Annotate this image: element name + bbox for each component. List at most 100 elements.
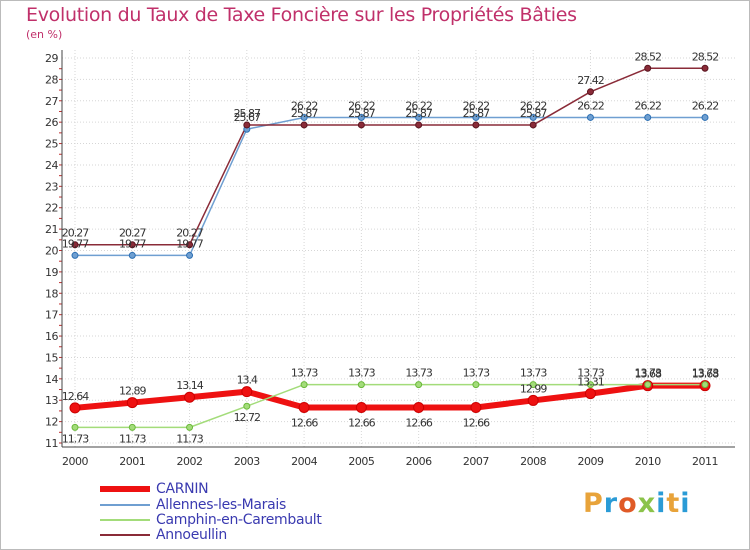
data-point <box>415 381 423 389</box>
data-point <box>413 401 425 413</box>
data-label: 12.89 <box>119 385 146 398</box>
data-point <box>186 251 194 259</box>
data-point <box>300 113 308 121</box>
data-label: 25.87 <box>348 107 375 120</box>
data-label: 26.22 <box>520 99 547 112</box>
data-label: 12.66 <box>348 416 375 429</box>
data-point <box>529 381 537 389</box>
data-point <box>69 402 81 414</box>
legend-label: Camphin-en-Carembault <box>156 512 322 528</box>
legend-label: Annoeullin <box>156 527 227 543</box>
data-point <box>300 381 308 389</box>
data-label: 13.31 <box>577 376 604 389</box>
data-point <box>586 113 594 121</box>
data-label: 13.68 <box>634 368 661 381</box>
y-tick-label: 11 <box>45 437 58 450</box>
y-tick-label: 24 <box>45 159 58 172</box>
legend-item: Camphin-en-Carembault <box>100 512 322 528</box>
data-label: 26.22 <box>348 99 375 112</box>
x-tick-label: 2008 <box>520 455 546 468</box>
y-tick-label: 27 <box>45 95 58 108</box>
data-label: 13.73 <box>577 367 604 380</box>
data-label: 25.87 <box>520 107 547 120</box>
legend-item: CARNIN <box>100 481 209 497</box>
data-point <box>586 381 594 389</box>
data-label: 12.72 <box>234 411 261 424</box>
x-tick-label: 2009 <box>577 455 603 468</box>
x-tick-label: 2002 <box>177 455 203 468</box>
data-point <box>357 381 365 389</box>
data-label: 20.27 <box>176 227 203 240</box>
data-label: 12.66 <box>405 416 432 429</box>
data-point <box>355 401 367 413</box>
legend-swatch <box>100 504 150 506</box>
x-tick-label: 2007 <box>463 455 489 468</box>
data-point <box>128 423 136 431</box>
data-point <box>472 113 480 121</box>
data-point <box>644 381 652 389</box>
data-label: 11.73 <box>62 432 89 445</box>
data-point <box>126 397 138 409</box>
data-label: 13.4 <box>237 374 258 387</box>
data-label: 28.52 <box>692 50 719 63</box>
data-label: 25.87 <box>405 107 432 120</box>
data-label: 26.22 <box>405 99 432 112</box>
data-point <box>701 64 709 72</box>
data-point <box>701 381 709 389</box>
data-label: 12.99 <box>520 382 547 395</box>
data-point <box>184 391 196 403</box>
legend-swatch <box>100 486 150 492</box>
y-tick-label: 16 <box>45 330 58 343</box>
data-label: 25.87 <box>291 107 318 120</box>
data-label: 12.66 <box>291 416 318 429</box>
data-label: 13.73 <box>463 367 490 380</box>
y-tick-label: 12 <box>45 416 58 429</box>
data-label: 20.27 <box>62 227 89 240</box>
chart-title: Evolution du Taux de Taxe Foncière sur l… <box>26 4 577 26</box>
data-point <box>529 113 537 121</box>
data-label: 25.87 <box>463 107 490 120</box>
data-point <box>415 121 423 129</box>
data-point <box>243 121 251 129</box>
x-tick-label: 2006 <box>406 455 432 468</box>
y-axis-unit: (en %) <box>26 28 63 41</box>
data-label: 20.27 <box>119 227 146 240</box>
legend-swatch <box>100 534 150 536</box>
data-point <box>128 241 136 249</box>
x-tick-label: 2011 <box>692 455 718 468</box>
data-point <box>529 121 537 129</box>
y-tick-label: 23 <box>45 180 58 193</box>
data-label: 11.73 <box>119 432 146 445</box>
series-line-allennes-les-marais <box>75 116 705 257</box>
data-label: 13.73 <box>348 367 375 380</box>
y-tick-label: 13 <box>45 394 58 407</box>
legend-item: Allennes-les-Marais <box>100 497 286 513</box>
y-tick-label: 29 <box>45 52 58 65</box>
data-point <box>701 113 709 121</box>
y-tick-label: 18 <box>45 287 58 300</box>
data-point <box>186 423 194 431</box>
legend-item: Annoeullin <box>100 527 227 543</box>
data-label: 19.77 <box>176 237 203 250</box>
x-tick-label: 2003 <box>234 455 260 468</box>
data-label: 26.22 <box>463 99 490 112</box>
logo-letter: P <box>583 488 604 519</box>
data-point <box>357 121 365 129</box>
data-label: 12.64 <box>62 390 89 403</box>
data-label: 28.52 <box>634 50 661 63</box>
data-label: 13.73 <box>520 367 547 380</box>
data-point <box>644 113 652 121</box>
data-point <box>472 381 480 389</box>
data-point <box>186 241 194 249</box>
data-label: 26.22 <box>634 99 661 112</box>
x-tick-label: 2001 <box>119 455 145 468</box>
data-point <box>71 423 79 431</box>
x-tick-label: 2000 <box>62 455 88 468</box>
proxiti-logo: Proxiti <box>583 488 691 519</box>
y-tick-label: 28 <box>45 73 58 86</box>
data-point <box>241 386 253 398</box>
legend-swatch <box>100 519 150 521</box>
series-line-carnin <box>74 382 705 411</box>
series-line-camphin-en-carembault <box>75 383 705 429</box>
